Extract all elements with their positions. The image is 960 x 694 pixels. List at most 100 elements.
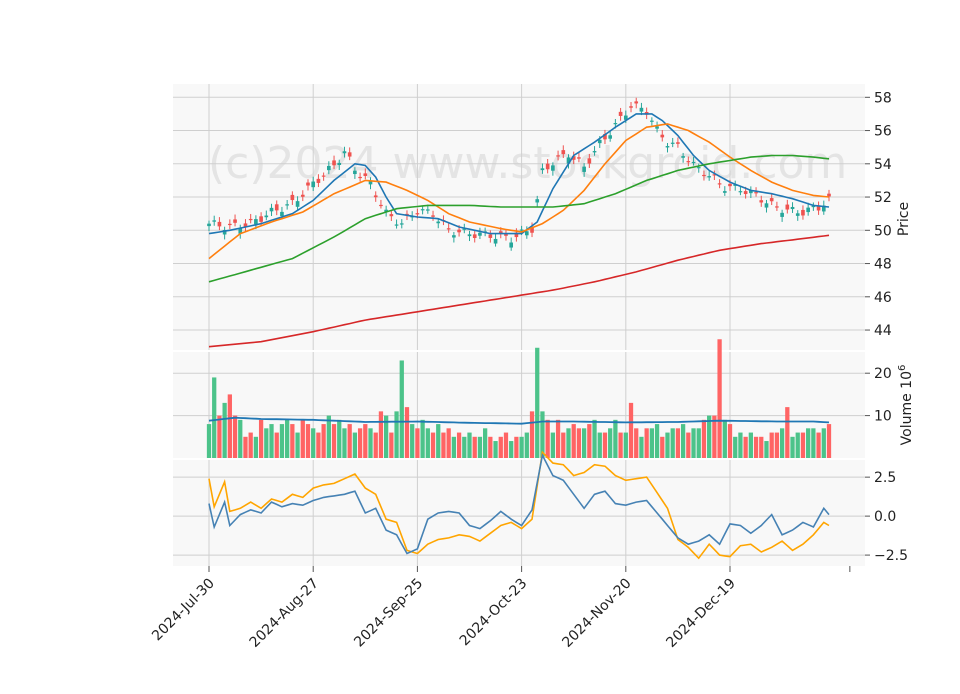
volume-bar xyxy=(769,432,774,458)
candle-body xyxy=(597,139,602,144)
volume-bar xyxy=(368,428,373,458)
candle-body xyxy=(436,221,441,224)
candle-body xyxy=(504,233,508,236)
volume-bar xyxy=(644,428,649,458)
volume-bar xyxy=(733,436,738,458)
volume-bar xyxy=(482,428,488,458)
x-tick-label: 2024-Jul-30 xyxy=(149,576,218,645)
candle-body xyxy=(795,213,800,216)
volume-bar xyxy=(425,428,430,458)
volume-bar xyxy=(493,441,498,458)
volume-bar xyxy=(576,428,582,458)
candle-body xyxy=(321,175,326,177)
candle-body xyxy=(681,156,685,158)
volume-bar xyxy=(373,432,378,458)
volume-bar xyxy=(253,436,259,458)
candle-body xyxy=(306,182,310,186)
candle-body xyxy=(540,168,545,171)
candle-body xyxy=(717,183,722,185)
candle-body xyxy=(342,151,347,154)
candle-body xyxy=(493,238,498,244)
volume-bar xyxy=(378,411,384,458)
volume-bar xyxy=(727,424,733,458)
candle-body xyxy=(592,151,597,153)
volume-bar xyxy=(545,419,550,458)
candle-body xyxy=(551,165,555,171)
candle-body xyxy=(759,200,764,203)
candle-body xyxy=(472,234,477,239)
candle-body xyxy=(274,204,279,211)
volume-bar xyxy=(311,428,316,458)
volume-bar xyxy=(608,428,613,458)
candle-body xyxy=(587,158,592,164)
oscillator-line xyxy=(208,452,830,555)
volume-bar xyxy=(503,432,509,458)
candle-body xyxy=(373,195,378,198)
volume-bar xyxy=(555,419,561,458)
candle-body xyxy=(368,181,373,185)
volume-bar xyxy=(550,432,556,458)
candle-body xyxy=(498,231,503,234)
candle-body xyxy=(691,161,696,164)
candle-body xyxy=(702,174,706,177)
price-y-tick-label: 46 xyxy=(874,290,892,306)
volume-bar xyxy=(441,432,446,458)
volume-bar xyxy=(258,419,264,458)
candle-body xyxy=(603,133,607,140)
candle-body xyxy=(764,203,769,208)
volume-bar xyxy=(477,436,483,458)
candle-body xyxy=(707,176,711,178)
moving-average-line xyxy=(208,123,830,260)
x-tick-label: 2024-Oct-23 xyxy=(457,576,531,650)
volume-bar xyxy=(290,424,295,458)
volume-axis-label: Volume 106 xyxy=(897,365,915,446)
volume-axis-exponent: 6 xyxy=(897,365,908,371)
volume-bar xyxy=(712,415,717,458)
candle-body xyxy=(254,219,258,225)
volume-bar xyxy=(384,415,389,458)
candle-body xyxy=(337,162,342,165)
candle-body xyxy=(399,223,404,225)
volume-bar xyxy=(248,432,253,458)
watermark-text: (c)2024 www.stockgroid.com xyxy=(208,138,847,189)
candle-body xyxy=(535,199,540,203)
oscillator-line xyxy=(208,450,830,560)
price-y-tick-label: 44 xyxy=(874,323,892,339)
candle-body xyxy=(295,201,300,207)
volume-bar xyxy=(779,428,785,458)
price-layer xyxy=(207,97,831,348)
candle-body xyxy=(670,142,675,144)
volume-axis-label-text: Volume 10 xyxy=(899,371,915,445)
volume-bar xyxy=(561,432,566,458)
candle-body xyxy=(785,204,790,210)
volume-bar xyxy=(331,424,337,458)
volume-bar xyxy=(430,432,436,458)
volume-bar xyxy=(660,436,665,458)
volume-bar xyxy=(707,415,712,458)
volume-bar xyxy=(649,428,654,458)
candle-body xyxy=(754,192,758,194)
candle-body xyxy=(415,213,420,215)
candle-body xyxy=(743,191,748,195)
volume-bar xyxy=(602,432,608,458)
candle-body xyxy=(452,235,456,238)
volume-bar xyxy=(222,402,227,458)
volume-bar xyxy=(498,436,503,458)
volume-bar xyxy=(462,436,467,458)
oscillator-layer xyxy=(208,450,830,560)
candle-body xyxy=(608,135,612,139)
volume-bar xyxy=(488,436,493,458)
candle-body xyxy=(722,191,727,193)
volume-bar xyxy=(232,415,238,458)
volume-bar xyxy=(295,432,300,458)
candle-body xyxy=(816,205,821,211)
candle-body xyxy=(384,209,388,212)
volume-bar xyxy=(305,424,311,458)
candle-body xyxy=(665,146,670,148)
candle-body xyxy=(222,229,227,235)
volume-bar xyxy=(628,402,634,458)
candle-body xyxy=(389,214,394,217)
price-y-tick-label: 48 xyxy=(874,257,892,273)
candle-body xyxy=(629,106,633,108)
